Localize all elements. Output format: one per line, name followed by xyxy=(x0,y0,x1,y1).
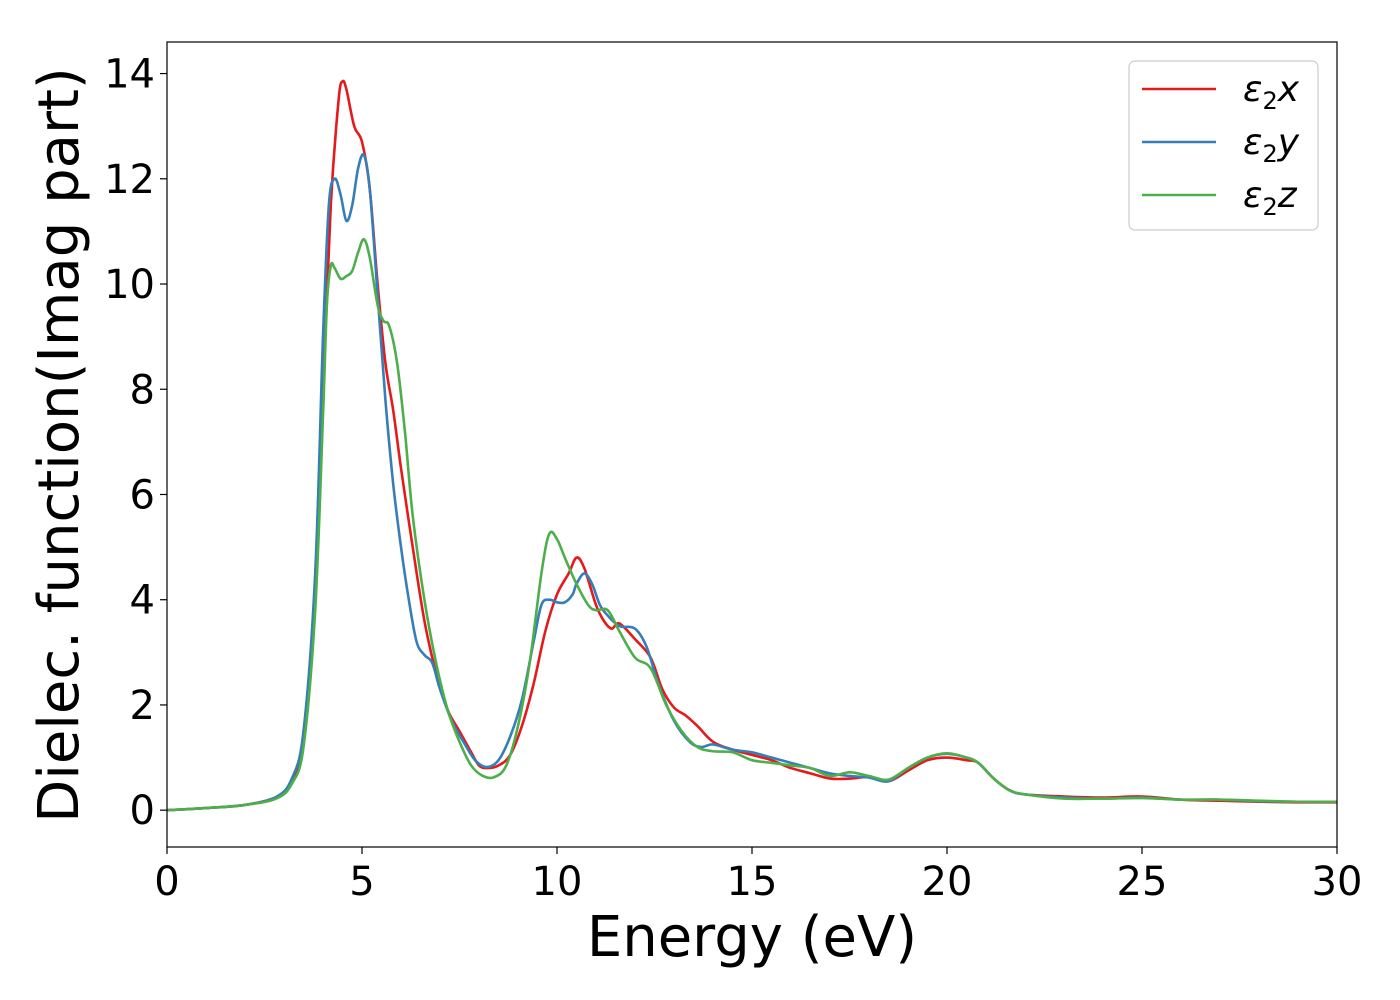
x-tick-label: 0 xyxy=(154,859,179,905)
y-tick-label: 0 xyxy=(130,788,155,834)
series-line-x xyxy=(167,79,1337,812)
x-tick-label: 20 xyxy=(922,859,973,905)
x-axis: 0 5 10 15 20 25 30 xyxy=(154,847,1362,905)
legend-label-y: ε2y xyxy=(1243,122,1300,168)
y-axis: 0 2 4 6 8 10 12 14 xyxy=(104,52,167,834)
y-axis-label: Dielec. function(Imag part) xyxy=(27,67,92,823)
y-tick-label: 12 xyxy=(104,157,155,203)
x-tick-label: 30 xyxy=(1312,859,1363,905)
x-tick-label: 10 xyxy=(532,859,583,905)
y-tick-label: 4 xyxy=(130,578,155,624)
legend-label-x: ε2x xyxy=(1243,69,1300,115)
y-tick-label: 14 xyxy=(104,52,155,98)
y-tick-label: 2 xyxy=(130,683,155,729)
legend-label-z: ε2z xyxy=(1243,175,1298,221)
x-tick-label: 25 xyxy=(1117,859,1168,905)
x-tick-label: 5 xyxy=(349,859,374,905)
plot-area xyxy=(166,41,1338,848)
legend-box xyxy=(1128,60,1319,231)
series-line-z xyxy=(167,238,1337,812)
series-lines xyxy=(167,79,1337,812)
legend: ε2x ε2y ε2z xyxy=(1128,60,1319,231)
x-axis-label: Energy (eV) xyxy=(587,905,917,970)
y-tick-label: 8 xyxy=(130,367,155,413)
x-tick-label: 15 xyxy=(727,859,778,905)
y-tick-label: 10 xyxy=(104,262,155,308)
y-tick-label: 6 xyxy=(130,472,155,518)
